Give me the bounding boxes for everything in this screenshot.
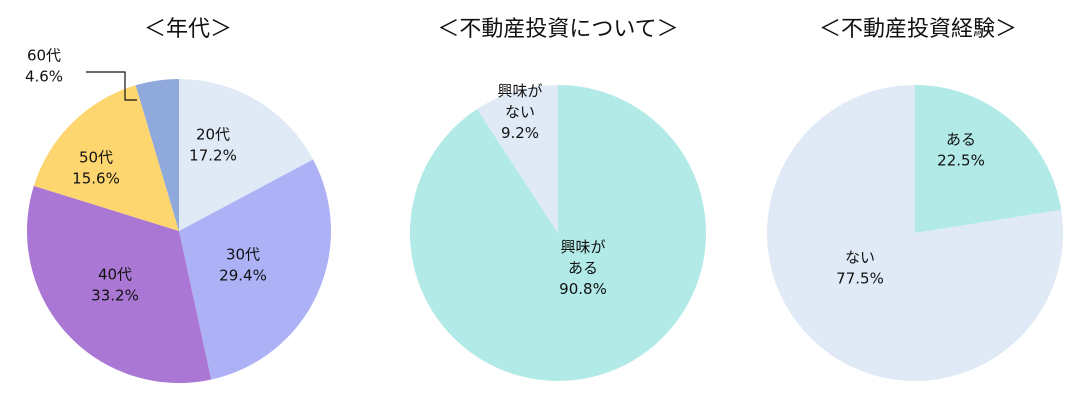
pie-slice-age-1: [179, 159, 332, 380]
slice-pct-experience-0: 22.5%: [937, 152, 985, 170]
slice-label-age-2: 40代 33.2%: [91, 266, 139, 305]
chart-title-age: ＜年代＞: [144, 17, 232, 42]
pie-slice-interest-0: [409, 85, 706, 382]
pie-slice-age-3: [33, 85, 179, 231]
slice-pct-interest-0: 90.8%: [559, 280, 607, 298]
slice-label-interest-0: 興味がある 90.8%: [559, 238, 607, 298]
slice-label-interest-1: 興味がない 9.2%: [497, 82, 542, 142]
slice-label-age-1: 30代 29.4%: [219, 246, 267, 285]
slice-label-age-4: 60代 4.6%: [25, 47, 63, 86]
pie-slice-experience-0: [915, 85, 1062, 233]
pie-group: 20代 17.2% 30代 29.4% 40代 33.2% 50代 15.6% 60代 4.6% 興…: [25, 47, 1063, 384]
slice-name-interest-0: 興味がある: [560, 238, 605, 277]
slice-label-experience-0: ある 22.5%: [937, 131, 985, 170]
slice-pct-experience-1: 77.5%: [836, 270, 884, 288]
chart-title-interest: ＜不動産投資について＞: [437, 17, 678, 42]
pie-slice-age-0: [179, 79, 314, 231]
slice-pct-interest-1: 9.2%: [501, 124, 539, 142]
slice-pct-age-0: 17.2%: [189, 147, 237, 165]
slice-name-age-0: 20代: [196, 126, 230, 144]
pie-slice-age-2: [27, 185, 212, 384]
slice-name-experience-1: ない: [845, 249, 875, 267]
pie-slice-experience-1: [766, 85, 1063, 381]
slice-name-age-2: 40代: [98, 266, 132, 284]
slice-name-interest-1: 興味がない: [497, 82, 542, 121]
slice-name-experience-0: ある: [946, 131, 976, 149]
slice-pct-age-4: 4.6%: [25, 68, 63, 86]
chart-title-experience: ＜不動産投資経験＞: [819, 17, 1017, 42]
slice-name-age-3: 50代: [79, 149, 113, 167]
slice-pct-age-1: 29.4%: [219, 267, 267, 285]
slice-name-age-4: 60代: [27, 47, 61, 65]
slice-pct-age-3: 15.6%: [72, 170, 120, 188]
leader-line-age-4: [86, 71, 137, 101]
slice-label-experience-1: ない 77.5%: [836, 249, 884, 288]
pie-slice-interest-1: [477, 85, 558, 233]
slice-label-age-3: 50代 15.6%: [72, 149, 120, 188]
slice-pct-age-2: 33.2%: [91, 287, 139, 305]
slice-name-age-1: 30代: [226, 246, 260, 264]
slice-label-age-0: 20代 17.2%: [189, 126, 237, 165]
pie-slice-age-4: [135, 79, 179, 231]
